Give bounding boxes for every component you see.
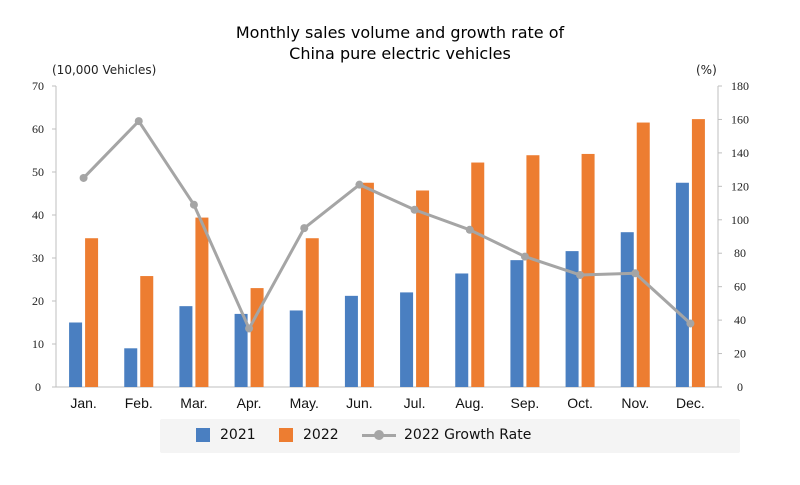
right-tick-label: 140: [731, 146, 749, 160]
x-tick-label: May.: [290, 395, 319, 411]
bar-2022: [691, 119, 705, 388]
left-tick-label: 50: [32, 165, 44, 179]
x-tick-label: Aug.: [455, 395, 484, 411]
legend-label-2022: 2022: [303, 427, 339, 443]
bar-2022: [360, 182, 374, 387]
x-tick-label: Mar.: [180, 395, 207, 411]
right-tick-label: 60: [734, 280, 746, 294]
bar-2022: [471, 162, 485, 387]
legend-background: [160, 419, 740, 453]
bar-2021: [124, 348, 138, 387]
growth-rate-point: [134, 117, 143, 126]
bar-2022: [140, 276, 154, 387]
bar-2021: [620, 232, 634, 387]
x-tick-label: Nov.: [621, 395, 649, 411]
x-tick-label: Jan.: [70, 395, 96, 411]
x-tick-label: Feb.: [125, 395, 153, 411]
right-tick-label: 120: [731, 179, 749, 193]
left-tick-label: 70: [32, 79, 44, 93]
growth-rate-point: [355, 180, 364, 189]
left-tick-label: 40: [32, 208, 44, 222]
legend-swatch-growth-rate: [362, 428, 396, 442]
right-tick-label: 0: [737, 380, 743, 394]
left-tick-label: 60: [32, 122, 44, 136]
growth-rate-point: [465, 225, 474, 234]
bar-2021: [234, 313, 248, 387]
bar-2022: [250, 288, 264, 387]
bar-2022: [305, 238, 319, 387]
legend-label-2021: 2021: [220, 427, 256, 443]
bar-2021: [675, 182, 689, 387]
growth-rate-point: [300, 224, 309, 233]
x-tick-label: Apr.: [237, 395, 262, 411]
growth-rate-point: [686, 319, 695, 328]
bar-2021: [510, 260, 524, 387]
growth-rate-point: [189, 200, 198, 209]
bar-2022: [636, 122, 650, 388]
bar-2022: [581, 153, 595, 387]
legend-item-growth-rate: 2022 Growth Rate: [362, 427, 531, 443]
growth-line-group: [79, 117, 695, 333]
legend-label-growth-rate: 2022 Growth Rate: [404, 427, 532, 443]
x-tick-label: Sep.: [511, 395, 540, 411]
chart-title: Monthly sales volume and growth rate of …: [0, 22, 800, 64]
legend-swatch-2022: [279, 428, 293, 442]
bars-group: [69, 119, 705, 388]
bar-2022: [416, 190, 430, 387]
growth-rate-point: [245, 324, 254, 333]
growth-rate-point: [410, 205, 419, 214]
growth-rate-line: [82, 119, 692, 330]
chart-legend: 2021 2022 2022 Growth Rate: [0, 419, 800, 453]
x-tick-label: Oct.: [567, 395, 593, 411]
right-tick-label: 180: [731, 79, 749, 93]
left-tick-label: 10: [32, 337, 44, 351]
x-tick-label: Dec.: [676, 395, 705, 411]
growth-rate-point: [520, 252, 529, 261]
bar-2021: [344, 295, 358, 387]
right-axis-unit-label: (%): [696, 63, 717, 77]
x-tick-label: Jul.: [404, 395, 426, 411]
legend-item-2021: 2021: [196, 427, 256, 443]
growth-rate-point: [631, 269, 640, 278]
bar-2022: [526, 155, 540, 387]
legend-item-2022: 2022: [279, 427, 339, 443]
bar-2021: [565, 251, 579, 387]
x-tick-label: Jun.: [346, 395, 372, 411]
bar-2021: [289, 310, 303, 387]
right-tick-label: 100: [731, 213, 749, 227]
bar-2021: [179, 306, 193, 387]
growth-rate-point: [79, 173, 88, 182]
legend-swatch-2021: [196, 428, 210, 442]
bar-2021: [400, 292, 414, 387]
right-tick-label: 80: [734, 246, 746, 260]
left-tick-label: 30: [32, 251, 44, 265]
labels-group: 0 10 20 30 40 50 60 70 0 20 40 60 80 100 120 140 160 180 J…: [32, 79, 749, 411]
axes-group: [52, 85, 722, 388]
growth-rate-point: [576, 270, 585, 279]
chart-title-line2: China pure electric vehicles: [289, 44, 511, 63]
bar-2021: [69, 322, 83, 387]
left-tick-label: 0: [35, 380, 41, 394]
chart-title-line1: Monthly sales volume and growth rate of: [235, 23, 565, 42]
right-tick-label: 40: [734, 313, 746, 327]
right-tick-label: 160: [731, 112, 749, 126]
left-tick-label: 20: [32, 294, 44, 308]
right-tick-label: 20: [734, 347, 746, 361]
bar-2022: [85, 238, 99, 387]
bar-2022: [195, 217, 209, 387]
left-axis-unit-label: (10,000 Vehicles): [52, 63, 157, 77]
bar-2021: [455, 273, 469, 387]
